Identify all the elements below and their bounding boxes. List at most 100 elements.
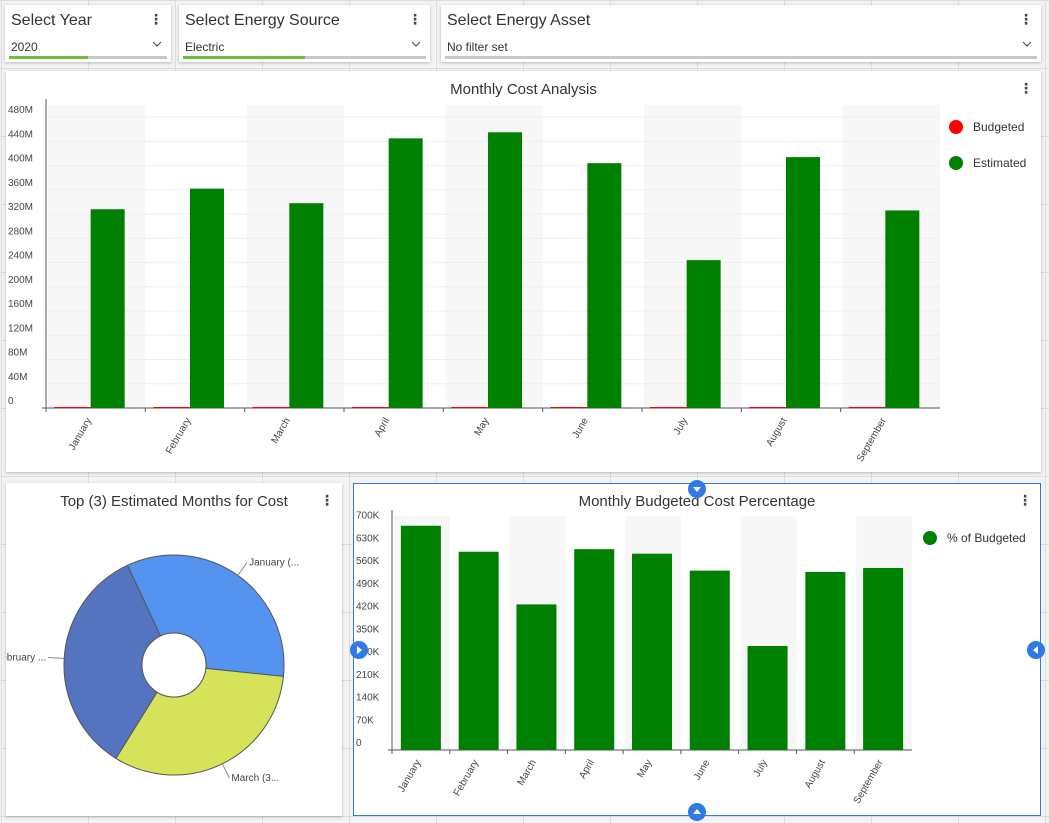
chevron-down-icon[interactable] bbox=[151, 38, 163, 50]
x-tick-label: August bbox=[803, 758, 828, 791]
chevron-down-icon[interactable] bbox=[410, 38, 422, 50]
y-tick-label: 400M bbox=[8, 154, 33, 165]
bar-estimated bbox=[885, 210, 920, 408]
chevron-up-icon bbox=[693, 809, 701, 814]
filter-energy-asset-panel[interactable]: Select Energy Asset ⋮ No filter set bbox=[441, 5, 1041, 62]
filter-energy-source-panel[interactable]: Select Energy Source ⋮ Electric bbox=[179, 5, 430, 62]
more-vertical-icon[interactable]: ⋮ bbox=[1019, 11, 1033, 27]
bar-budgeted bbox=[848, 407, 889, 408]
budgeted-pct-panel[interactable]: Monthly Budgeted Cost Percentage ⋮ 0 70K 1… bbox=[353, 483, 1041, 816]
filter-year-value[interactable]: 2020 bbox=[11, 40, 38, 54]
x-tick-label: February bbox=[164, 416, 194, 456]
more-vertical-icon[interactable]: ⋮ bbox=[149, 11, 163, 27]
y-tick-label: 350K bbox=[356, 624, 380, 635]
top-months-pie-chart: January (... March (3... February ... bbox=[6, 554, 299, 784]
bar-estimated bbox=[686, 260, 721, 408]
bar-estimated bbox=[388, 138, 423, 408]
more-vertical-icon[interactable]: ⋮ bbox=[320, 492, 334, 508]
resize-handle-bottom[interactable] bbox=[688, 803, 706, 821]
resize-handle-top[interactable] bbox=[688, 480, 706, 498]
pie-label: January (... bbox=[249, 557, 299, 568]
legend-label: % of Budgeted bbox=[947, 531, 1026, 545]
bar-budgeted bbox=[352, 407, 392, 408]
more-vertical-icon[interactable]: ⋮ bbox=[1019, 80, 1033, 96]
more-vertical-icon[interactable]: ⋮ bbox=[1018, 492, 1032, 508]
filter-energy-source-underline-fill bbox=[183, 56, 305, 59]
legend-label: Estimated bbox=[973, 156, 1026, 170]
y-tick-label: 440M bbox=[8, 129, 33, 140]
y-tick-label: 200M bbox=[8, 275, 33, 286]
legend-label: Budgeted bbox=[973, 120, 1024, 134]
bar-budgeted bbox=[451, 407, 491, 408]
bar-budgeted bbox=[252, 407, 293, 408]
bar-pct bbox=[863, 568, 904, 750]
y-tick-label: 0 bbox=[356, 738, 362, 749]
y-tick-label: 280K bbox=[356, 647, 380, 658]
bar-budgeted bbox=[54, 407, 94, 408]
y-tick-label: 210K bbox=[356, 670, 380, 681]
bar-budgeted bbox=[749, 407, 789, 408]
filter-energy-source-title: Select Energy Source bbox=[185, 12, 340, 29]
filter-year-panel[interactable]: Select Year ⋮ 2020 bbox=[5, 5, 171, 62]
x-tick-label: July bbox=[672, 416, 690, 437]
x-tick-label: September bbox=[852, 757, 886, 805]
resize-handle-right[interactable] bbox=[1027, 641, 1045, 659]
filter-energy-asset-value[interactable]: No filter set bbox=[447, 40, 508, 54]
y-tick-label: 120M bbox=[8, 323, 33, 334]
bar-pct bbox=[516, 604, 557, 750]
filter-energy-asset-underline bbox=[445, 56, 1037, 59]
y-tick-label: 360M bbox=[8, 178, 33, 189]
chevron-right-icon bbox=[357, 646, 362, 654]
bar-pct bbox=[458, 551, 499, 750]
filter-energy-source-underline bbox=[183, 56, 426, 59]
y-tick-label: 160M bbox=[8, 299, 33, 310]
monthly-cost-chart: 0 40M 80M 120M 160M 200M 240M 280M 320M 360M 400M 4… bbox=[8, 99, 1026, 464]
bar-budgeted bbox=[550, 407, 591, 408]
x-tick-label: May bbox=[473, 416, 492, 438]
y-tick-label: 70K bbox=[356, 715, 374, 726]
y-tick-label: 40M bbox=[8, 372, 27, 383]
bar-estimated bbox=[488, 132, 522, 408]
x-tick-label: April bbox=[577, 758, 597, 781]
bar-pct bbox=[689, 570, 730, 750]
x-tick-label: August bbox=[765, 416, 790, 449]
filter-energy-asset-title: Select Energy Asset bbox=[447, 12, 591, 29]
pie-hole bbox=[141, 632, 207, 698]
y-tick-label: 240M bbox=[8, 251, 33, 262]
y-tick-label: 630K bbox=[356, 533, 380, 544]
y-tick-label: 700K bbox=[356, 511, 380, 522]
more-vertical-icon[interactable]: ⋮ bbox=[408, 11, 422, 27]
x-tick-label: June bbox=[571, 416, 592, 441]
bar-pct bbox=[805, 571, 846, 750]
bar-pct bbox=[574, 549, 615, 750]
chevron-left-icon bbox=[1033, 646, 1038, 654]
pie-leader bbox=[48, 656, 65, 659]
y-tick-label: 560K bbox=[356, 556, 380, 567]
x-tick-label: January bbox=[396, 758, 423, 794]
x-tick-label: September bbox=[855, 415, 889, 463]
top-months-panel: Top (3) Estimated Months for Cost ⋮ Janu… bbox=[6, 483, 342, 816]
x-tick-label: March bbox=[270, 416, 293, 446]
legend-marker bbox=[923, 531, 937, 545]
y-tick-label: 80M bbox=[8, 348, 27, 359]
x-tick-label: January bbox=[67, 416, 94, 452]
filter-year-title: Select Year bbox=[11, 12, 92, 29]
y-tick-label: 320M bbox=[8, 202, 33, 213]
legend-marker bbox=[949, 156, 963, 170]
chevron-down-icon bbox=[693, 487, 701, 492]
budgeted-pct-chart: 0 70K 140K 210K 280K 350K 420K 490K 560K 630K 700K… bbox=[356, 510, 1026, 806]
bar-estimated bbox=[289, 203, 324, 408]
x-tick-label: July bbox=[752, 758, 770, 779]
y-tick-label: 0 bbox=[8, 396, 14, 407]
pie-leader bbox=[237, 562, 248, 576]
chevron-down-icon[interactable] bbox=[1021, 38, 1033, 50]
filter-year-underline bbox=[9, 56, 167, 59]
pie-label: March (3... bbox=[231, 773, 279, 784]
bar-pct bbox=[632, 553, 672, 750]
x-tick-label: February bbox=[452, 758, 482, 798]
resize-handle-left[interactable] bbox=[350, 641, 368, 659]
monthly-cost-panel: Monthly Cost Analysis ⋮ 0 40M 80M 120M 160M 2… bbox=[6, 71, 1041, 472]
filter-energy-source-value[interactable]: Electric bbox=[185, 40, 225, 54]
bar-budgeted bbox=[650, 407, 690, 408]
y-tick-label: 480M bbox=[8, 105, 33, 116]
